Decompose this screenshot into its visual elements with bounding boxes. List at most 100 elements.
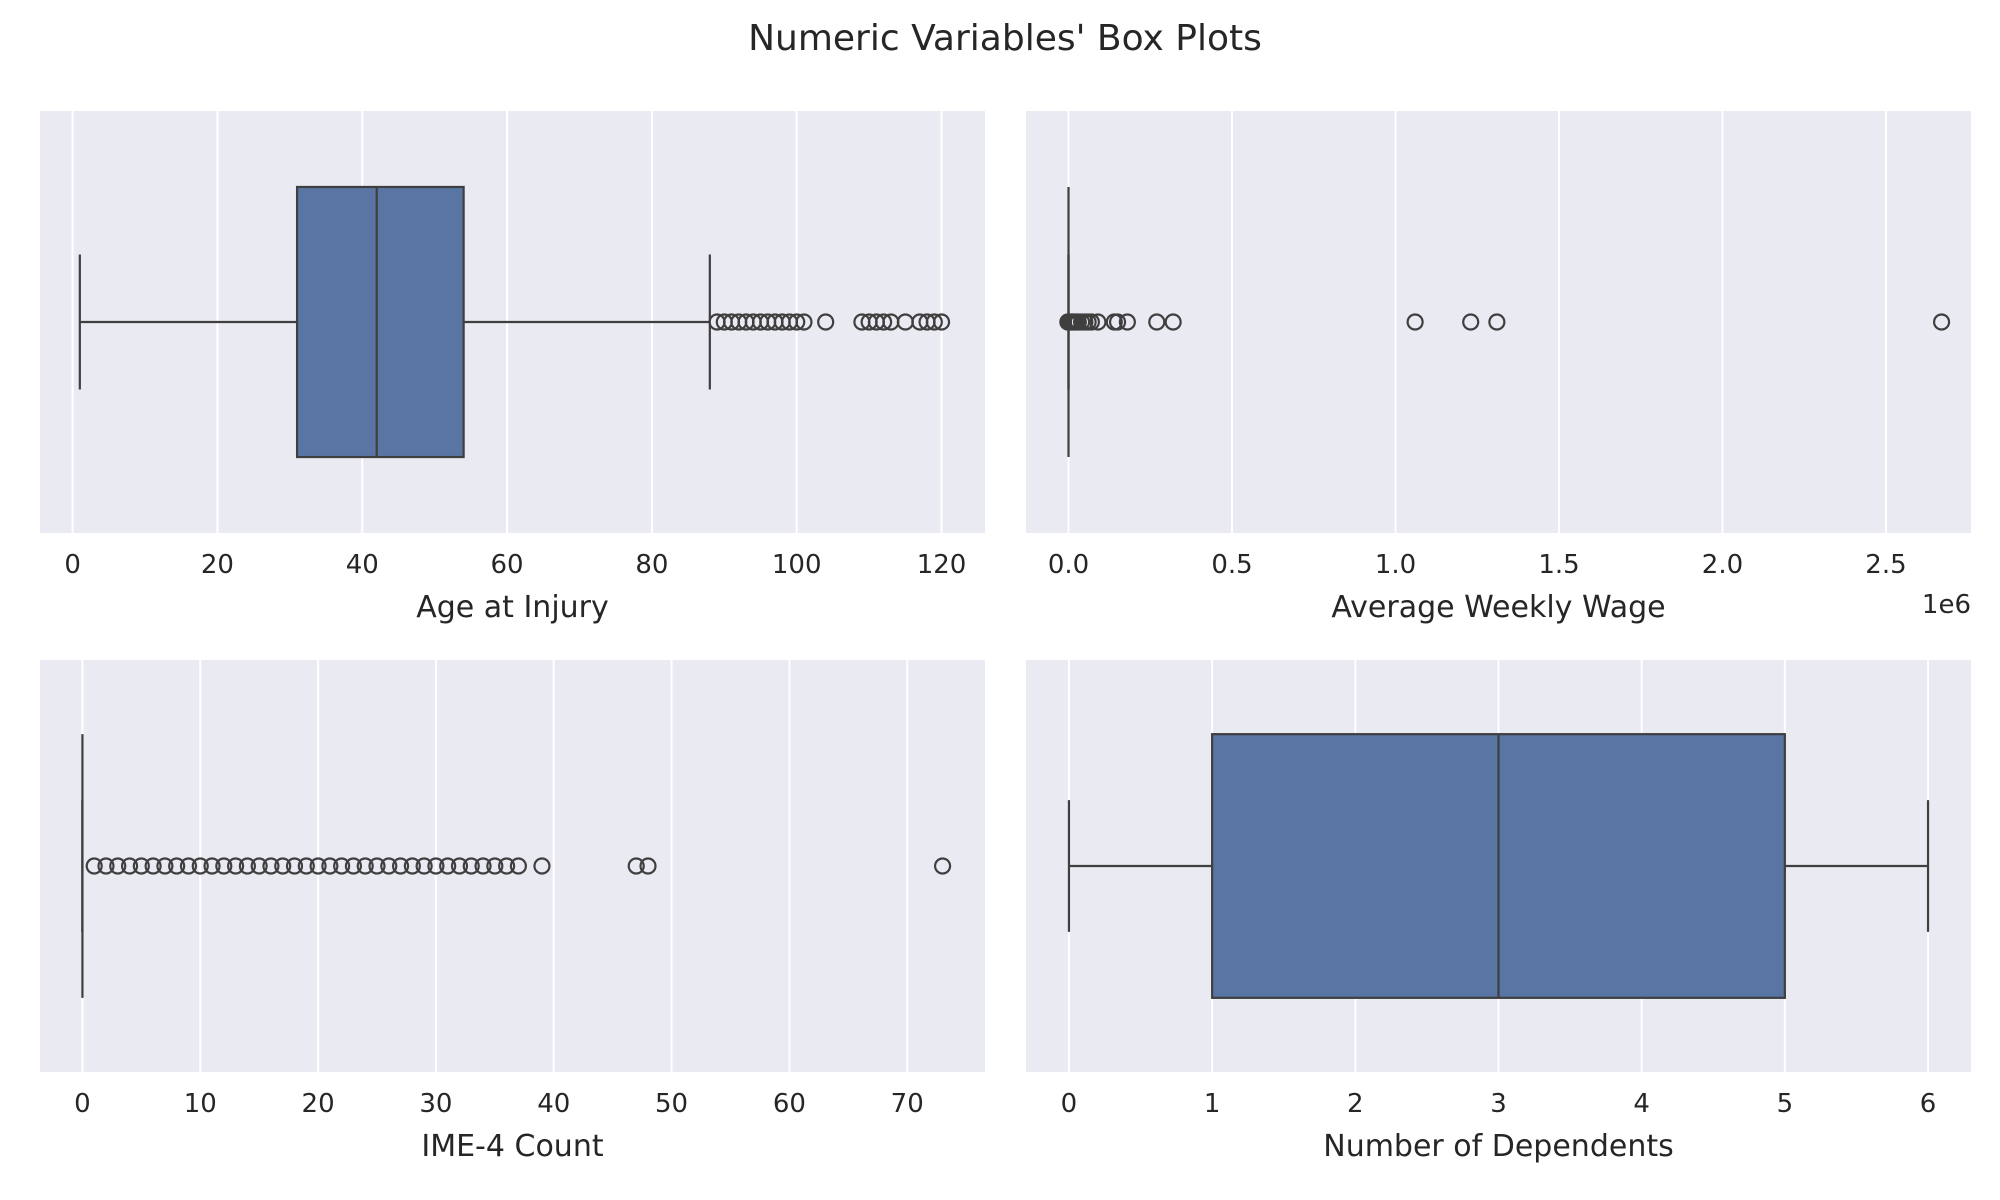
- outlier-point: [1406, 313, 1424, 331]
- outlier-point: [297, 857, 315, 875]
- outlier-point: [85, 857, 103, 875]
- x-tick-label: 60: [491, 550, 524, 580]
- outlier-point: [1164, 313, 1182, 331]
- x-tick-label: 120: [917, 550, 967, 580]
- x-tick-label: 5: [1777, 1089, 1794, 1119]
- x-axis-label: Number of Dependents: [1323, 1129, 1673, 1164]
- x-tick-label: 20: [201, 550, 234, 580]
- outlier-point: [639, 857, 657, 875]
- outlier-point: [415, 857, 433, 875]
- x-tick-label: 0: [1061, 1089, 1078, 1119]
- outlier-point: [817, 313, 835, 331]
- x-tick-label: 2.0: [1702, 550, 1743, 580]
- outlier-point: [498, 857, 516, 875]
- outlier-point: [132, 857, 150, 875]
- x-tick-label: 100: [772, 550, 822, 580]
- outlier-point: [179, 857, 198, 875]
- outlier-point: [509, 857, 527, 875]
- x-tick-label: 0.0: [1048, 550, 1089, 580]
- panel-3: 0 10 20 30 40 50 60 70 IME-4 Count: [40, 660, 985, 1164]
- x-tick-label: 2.5: [1865, 550, 1906, 580]
- outlier-point: [403, 857, 421, 875]
- x-tick-label: 60: [773, 1089, 806, 1119]
- outlier-point: [262, 857, 280, 875]
- outlier-point: [788, 313, 806, 331]
- x-axis-label: Average Weekly Wage: [1331, 590, 1665, 625]
- outlier-point: [439, 857, 457, 875]
- outlier-point: [203, 857, 221, 875]
- outlier-point: [215, 857, 233, 875]
- outlier-point: [627, 857, 645, 875]
- x-axis-label: Age at Injury: [416, 590, 609, 625]
- figure-title: Numeric Variables' Box Plots: [748, 18, 1262, 59]
- outlier-point: [486, 857, 504, 875]
- plot-area: [1026, 111, 1971, 533]
- outlier-point: [168, 857, 186, 875]
- x-tick-label: 0: [74, 1089, 91, 1119]
- outlier-point: [462, 857, 480, 875]
- outlier-point: [875, 313, 893, 331]
- x-tick-label: 10: [184, 1089, 217, 1119]
- outlier-point: [238, 857, 256, 875]
- outlier-point: [427, 857, 445, 875]
- x-tick-label: 70: [891, 1089, 924, 1119]
- x-tick-label: 40: [346, 550, 379, 580]
- outlier-point: [1089, 313, 1107, 331]
- outlier-point: [344, 857, 363, 875]
- x-tick-label: 0: [64, 550, 81, 580]
- outlier-point: [450, 857, 469, 875]
- x-tick-label: 1: [1204, 1089, 1221, 1119]
- panel-2: 0.0 0.5 1.0 1.5 2.0 2.5 Average Weekly Wage 1e6: [1026, 111, 1971, 625]
- outlier-point: [368, 857, 386, 875]
- x-tick-label: 1.0: [1375, 550, 1416, 580]
- outlier-point: [1118, 313, 1136, 331]
- outlier-point: [533, 857, 551, 875]
- outlier-point: [356, 857, 374, 875]
- x-tick-label: 1.5: [1538, 550, 1579, 580]
- outlier-point: [97, 857, 115, 875]
- x-tick-label: 2: [1347, 1089, 1364, 1119]
- x-tick-label: 50: [655, 1089, 688, 1119]
- x-tick-label: 3: [1490, 1089, 1507, 1119]
- outlier-point: [156, 857, 174, 875]
- outlier-point: [1148, 313, 1166, 331]
- x-tick-label: 40: [537, 1089, 570, 1119]
- outlier-point: [226, 857, 245, 875]
- x-tick-label: 0.5: [1211, 550, 1252, 580]
- panel-4: 0 1 2 3 4 5 6 Number of Dependents: [1026, 660, 1971, 1164]
- outlier-point: [1462, 313, 1480, 331]
- outlier-point: [380, 857, 398, 875]
- x-tick-label: 20: [302, 1089, 335, 1119]
- x-tick-label: 6: [1920, 1089, 1937, 1119]
- outlier-point: [120, 857, 139, 875]
- x-axis-offset-label: 1e6: [1922, 590, 1971, 620]
- outlier-point: [321, 857, 339, 875]
- outlier-point: [925, 313, 943, 331]
- outlier-point: [309, 857, 327, 875]
- outlier-point: [1488, 313, 1506, 331]
- panel-1: 0 20 40 60 80 100 120 Age at Injury: [40, 111, 985, 625]
- outlier-point: [933, 857, 952, 875]
- iqr-box: [295, 185, 465, 459]
- outlier-point: [795, 313, 813, 331]
- outlier-point: [191, 857, 209, 875]
- outlier-point: [391, 857, 410, 875]
- x-tick-label: 80: [635, 550, 668, 580]
- plot-area: [40, 660, 985, 1072]
- outlier-point: [474, 857, 492, 875]
- outlier-point: [109, 857, 127, 875]
- outlier-point: [250, 857, 268, 875]
- x-tick-label: 30: [419, 1089, 452, 1119]
- x-axis-label: IME-4 Count: [421, 1129, 603, 1164]
- outlier-point: [274, 857, 292, 875]
- outlier-point: [1082, 313, 1100, 331]
- outlier-point: [932, 313, 951, 331]
- outlier-point: [1932, 313, 1951, 331]
- outlier-point: [285, 857, 304, 875]
- outlier-point: [333, 857, 351, 875]
- outlier-point: [1108, 313, 1127, 331]
- outlier-point: [144, 857, 162, 875]
- x-tick-label: 4: [1633, 1089, 1650, 1119]
